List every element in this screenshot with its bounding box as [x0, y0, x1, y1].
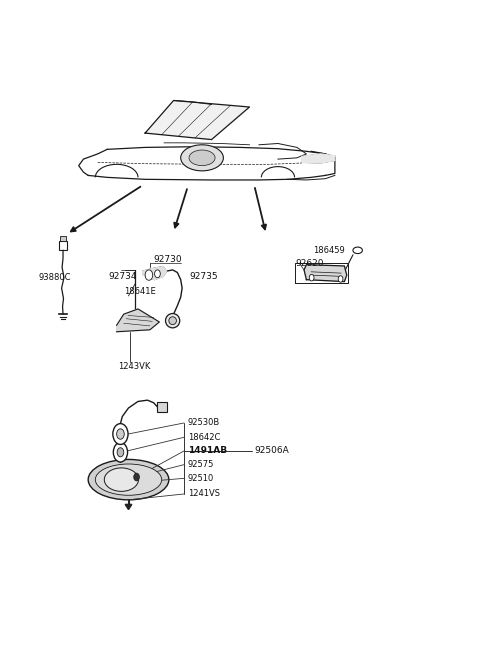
Text: 92730: 92730	[154, 255, 182, 264]
Ellipse shape	[96, 464, 162, 495]
Polygon shape	[117, 309, 159, 332]
Circle shape	[113, 424, 128, 444]
Text: 92506A: 92506A	[254, 447, 289, 455]
Circle shape	[134, 473, 139, 481]
Text: 92575: 92575	[188, 460, 214, 469]
Text: 18641E: 18641E	[124, 287, 156, 296]
Circle shape	[338, 276, 343, 283]
Circle shape	[117, 429, 124, 440]
Text: 186459: 186459	[313, 246, 345, 255]
Ellipse shape	[180, 145, 223, 171]
Bar	[60, 236, 66, 241]
Circle shape	[155, 270, 160, 278]
Polygon shape	[143, 267, 167, 280]
Bar	[59, 241, 67, 250]
Circle shape	[309, 275, 314, 281]
Polygon shape	[304, 265, 347, 282]
Text: 92734: 92734	[108, 272, 137, 281]
Text: 1491AB: 1491AB	[188, 447, 227, 455]
Circle shape	[113, 443, 128, 462]
Text: 1241VS: 1241VS	[188, 489, 220, 499]
Circle shape	[145, 270, 153, 281]
Ellipse shape	[169, 317, 177, 325]
Polygon shape	[145, 101, 250, 139]
Ellipse shape	[353, 247, 362, 254]
Text: 92530B: 92530B	[188, 419, 220, 428]
Polygon shape	[125, 505, 132, 510]
Ellipse shape	[166, 313, 180, 328]
Bar	[157, 402, 168, 412]
Text: 93880C: 93880C	[38, 273, 71, 283]
Polygon shape	[301, 154, 335, 163]
Ellipse shape	[104, 468, 138, 491]
Circle shape	[117, 447, 124, 457]
Text: 18642C: 18642C	[188, 433, 220, 442]
Text: 92510: 92510	[188, 474, 214, 483]
Text: 92620: 92620	[296, 259, 324, 268]
Ellipse shape	[88, 459, 169, 500]
Text: 92735: 92735	[189, 272, 218, 281]
Text: 1243VK: 1243VK	[118, 362, 150, 371]
Ellipse shape	[189, 150, 215, 166]
